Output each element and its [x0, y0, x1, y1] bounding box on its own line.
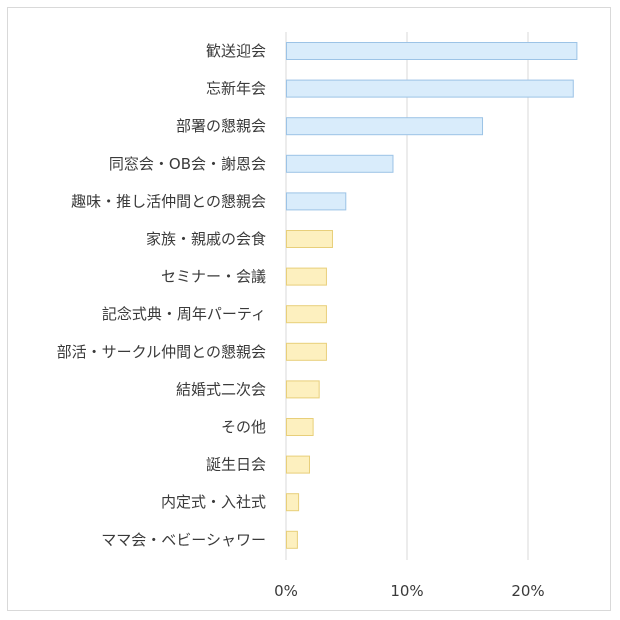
bar: [286, 154, 394, 173]
category-label: 同窓会・OB会・謝恩会: [109, 155, 266, 173]
category-label: 忘新年会: [206, 80, 266, 98]
bar: [286, 117, 484, 136]
category-label: 家族・親戚の会食: [146, 230, 266, 248]
bar: [286, 267, 327, 286]
category-label: 結婚式二次会: [176, 380, 266, 398]
bar: [286, 380, 320, 399]
category-label: セミナー・会議: [161, 268, 266, 286]
category-labels: 歓送迎会忘新年会部署の懇親会同窓会・OB会・謝恩会趣味・推し活仲間との懇親会家族…: [57, 42, 266, 549]
category-label: 歓送迎会: [206, 42, 266, 60]
bar: [286, 79, 574, 98]
bar: [286, 530, 298, 549]
category-label: 記念式典・周年パーティ: [102, 305, 266, 323]
x-tick-label: 0%: [274, 582, 298, 600]
bar: [286, 305, 327, 324]
category-label: 誕生日会: [206, 456, 266, 474]
x-axis-tick-labels: 0% 10% 20%: [274, 582, 545, 600]
bar: [286, 493, 300, 512]
category-label: 部活・サークル仲間との懇親会: [57, 343, 266, 361]
category-label: 趣味・推し活仲間との懇親会: [71, 192, 266, 210]
bar: [286, 455, 310, 474]
x-tick-label: 20%: [511, 582, 544, 600]
category-label: ママ会・ベビーシャワー: [101, 531, 266, 549]
category-label: 内定式・入社式: [161, 493, 266, 511]
bar: [286, 42, 578, 60]
x-tick-label: 10%: [390, 582, 423, 600]
category-label: その他: [221, 418, 266, 436]
bars: [286, 42, 578, 549]
bar: [286, 230, 333, 248]
category-label: 部署の懇親会: [176, 117, 266, 135]
bar: [286, 342, 327, 361]
bar: [286, 418, 314, 436]
bar: [286, 192, 347, 211]
grid-lines: [285, 32, 529, 560]
